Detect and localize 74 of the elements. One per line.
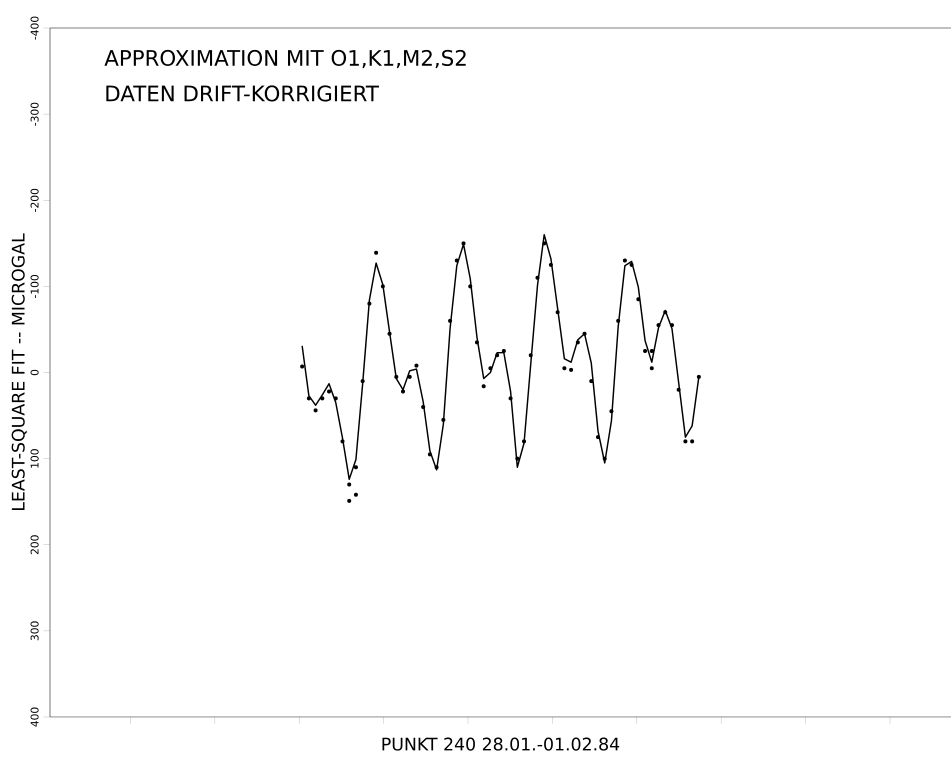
point — [408, 374, 412, 379]
point — [354, 465, 358, 470]
point — [474, 340, 479, 344]
x-axis-title: PUNKT 240 28.01.-01.02.84 — [382, 738, 620, 751]
point — [388, 332, 392, 336]
point — [643, 348, 648, 353]
point — [630, 262, 634, 267]
point — [690, 439, 694, 444]
point — [334, 396, 338, 400]
y-tick-label: -100 — [30, 274, 39, 298]
point — [656, 323, 661, 328]
point — [556, 310, 560, 314]
point — [414, 364, 418, 368]
point — [548, 262, 553, 267]
point — [522, 439, 526, 444]
point — [374, 250, 378, 255]
point — [468, 284, 472, 288]
point — [596, 435, 600, 440]
point — [300, 364, 304, 368]
point — [434, 465, 439, 470]
point — [576, 340, 580, 344]
y-tick-label: -400 — [30, 16, 39, 40]
point — [462, 241, 466, 246]
point — [340, 439, 344, 444]
point — [683, 439, 688, 444]
text: APPROXIMATION MIT O1,K1,M2,S2 — [104, 50, 466, 68]
point — [542, 241, 546, 246]
point — [347, 482, 352, 486]
point — [515, 456, 520, 461]
point — [448, 318, 452, 323]
point — [380, 284, 385, 288]
y-tick-label: 100 — [30, 449, 39, 468]
point — [320, 396, 324, 400]
point — [535, 276, 540, 280]
point — [663, 310, 668, 314]
point — [676, 388, 681, 392]
point — [569, 368, 574, 372]
y-tick-label: 0 — [30, 370, 39, 376]
point — [401, 389, 406, 394]
point — [421, 404, 426, 409]
point — [441, 418, 446, 422]
y-axis-title: LEAST-SQUARE FIT -- MICROGAL — [12, 233, 27, 510]
point — [670, 323, 674, 328]
point — [394, 374, 398, 379]
point — [650, 366, 654, 370]
y-tick-label: 300 — [30, 621, 39, 640]
point — [495, 353, 500, 358]
point — [582, 332, 587, 336]
y-tick-label: -200 — [30, 188, 39, 212]
y-tick-label: 200 — [30, 535, 39, 554]
point — [354, 492, 358, 497]
point — [482, 384, 486, 388]
y-tick-label: -300 — [30, 102, 39, 126]
point — [528, 353, 533, 358]
point — [314, 408, 318, 412]
point — [502, 348, 506, 353]
point — [488, 366, 492, 370]
point — [327, 389, 332, 394]
point — [602, 456, 607, 461]
point — [562, 366, 566, 370]
point — [347, 498, 352, 503]
point — [454, 258, 459, 263]
point — [428, 452, 432, 456]
point — [616, 318, 620, 323]
text: DATEN DRIFT-KORRIGIERT — [106, 85, 379, 102]
point — [360, 379, 365, 384]
point — [696, 374, 701, 379]
point — [609, 409, 614, 414]
point — [508, 396, 513, 400]
point — [650, 348, 654, 353]
y-tick-label: 400 — [30, 708, 39, 727]
point — [367, 302, 372, 306]
point — [306, 396, 311, 400]
point — [622, 258, 627, 263]
